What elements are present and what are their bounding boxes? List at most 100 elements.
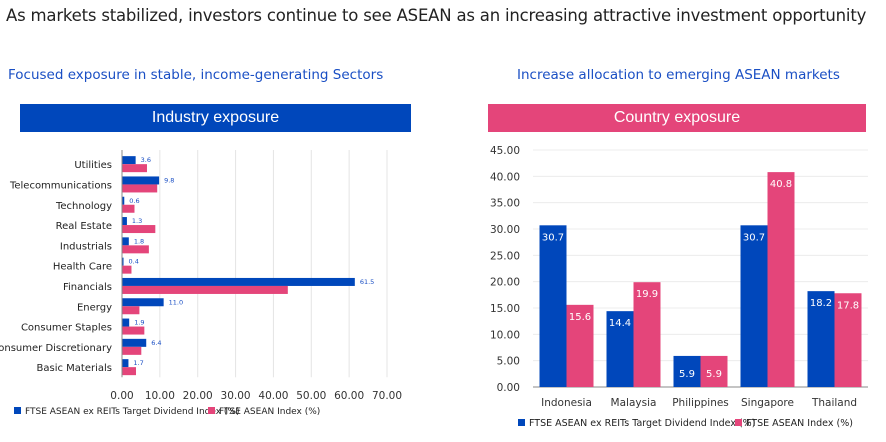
category-label: Energy [77, 302, 112, 313]
bar-dividend [122, 176, 160, 185]
y-tick-label: 20.00 [490, 277, 520, 289]
legend-label: FTSE ASEAN Index (%) [746, 418, 853, 429]
bar-asean [122, 245, 149, 254]
data-label: 3.6 [141, 156, 151, 164]
category-label: Financials [63, 282, 112, 293]
data-label: 30.7 [542, 232, 564, 243]
category-label: Consumer Discretionary [0, 343, 112, 354]
category-label: Health Care [53, 262, 112, 273]
data-label: 11.0 [169, 298, 183, 306]
x-tick-label: 70.00 [372, 390, 402, 402]
bar-asean [122, 285, 288, 294]
bar-dividend [539, 225, 567, 387]
bar-dividend [807, 291, 835, 387]
country-subtitle: Increase allocation to emerging ASEAN ma… [517, 67, 840, 83]
x-tick-label: 60.00 [334, 390, 364, 402]
data-label: 5.9 [706, 369, 722, 380]
industry-banner: Industry exposure [20, 104, 411, 132]
data-label: 5.9 [679, 369, 695, 380]
y-tick-label: 35.00 [490, 198, 520, 210]
data-label: 40.8 [770, 179, 792, 190]
data-label: 15.6 [569, 312, 591, 323]
bar-dividend [122, 237, 129, 246]
bar-dividend [673, 355, 701, 387]
data-label: 61.5 [360, 278, 374, 286]
bar-dividend [122, 196, 125, 205]
bar-asean [122, 346, 142, 355]
data-label: 9.8 [164, 176, 174, 184]
legend-label: FTSE ASEAN Index (%) [219, 407, 320, 417]
main-title: As markets stabilized, investors continu… [6, 6, 867, 25]
category-label: Real Estate [56, 221, 112, 232]
industry-subtitle: Focused exposure in stable, income-gener… [8, 67, 384, 83]
y-tick-label: 25.00 [490, 250, 520, 262]
data-label: 17.8 [837, 300, 859, 311]
x-tick-label: 0.00 [110, 390, 133, 402]
y-tick-label: 0.00 [497, 382, 520, 394]
data-label: 6.4 [151, 339, 161, 347]
data-label: 19.9 [636, 289, 658, 300]
data-label: 30.7 [743, 232, 765, 243]
category-label: Basic Materials [37, 363, 113, 374]
legend-swatch [208, 407, 215, 414]
data-label: 14.4 [609, 318, 631, 329]
y-tick-label: 40.00 [490, 171, 520, 183]
bar-asean [566, 304, 594, 387]
bar-dividend [606, 311, 634, 387]
y-tick-label: 5.00 [497, 356, 520, 368]
data-label: 0.6 [129, 197, 139, 205]
country-exposure-chart: 0.00 5.00 10.00 15.00 20.00 25.00 30.00 35.00 40… [490, 145, 868, 429]
x-tick-label: 30.00 [221, 390, 251, 402]
bar-asean [122, 204, 135, 213]
bar-dividend [740, 225, 768, 387]
data-label: 0.4 [129, 258, 139, 266]
data-label: 18.2 [810, 298, 832, 309]
bar-asean [122, 265, 132, 274]
category-label: Thailand [811, 397, 857, 409]
category-label: Industrials [60, 241, 112, 252]
bar-asean [122, 164, 147, 173]
bar-dividend [122, 217, 127, 226]
legend-swatch [518, 419, 525, 426]
bar-dividend [122, 359, 129, 368]
x-tick-label: 50.00 [296, 390, 326, 402]
category-label: Singapore [741, 397, 794, 409]
bar-dividend [122, 298, 164, 307]
category-label: Indonesia [541, 397, 592, 409]
x-tick-label: 20.00 [183, 390, 213, 402]
country-banner: Country exposure [488, 104, 866, 132]
bar-dividend [122, 277, 355, 286]
bar-dividend [122, 156, 136, 165]
data-label: 1.3 [132, 217, 142, 225]
bar-dividend [122, 318, 130, 327]
bar-asean [767, 172, 795, 387]
x-tick-label: 40.00 [258, 390, 288, 402]
bar-asean [834, 293, 862, 387]
bar-asean [122, 184, 158, 193]
category-label: Philippines [672, 397, 729, 409]
bar-asean [122, 326, 145, 335]
data-label: 1.7 [133, 359, 143, 367]
y-tick-label: 30.00 [490, 224, 520, 236]
category-label: Utilities [74, 160, 112, 171]
legend-label: FTSE ASEAN ex REITs Target Dividend Inde… [25, 407, 240, 417]
data-label: 1.9 [134, 319, 144, 327]
bar-dividend [122, 338, 147, 347]
category-label: Consumer Staples [21, 323, 112, 334]
legend-label: FTSE ASEAN ex REITs Target Dividend Inde… [529, 418, 755, 429]
category-label: Telecommunications [9, 180, 112, 191]
bar-asean [122, 225, 156, 234]
y-tick-label: 15.00 [490, 303, 520, 315]
y-tick-label: 10.00 [490, 329, 520, 341]
legend-swatch [735, 419, 742, 426]
y-tick-label: 45.00 [490, 145, 520, 157]
bar-asean [700, 355, 728, 387]
bar-asean [633, 282, 661, 387]
bar-asean [122, 367, 137, 376]
data-label: 1.8 [134, 237, 144, 245]
bar-asean [122, 306, 140, 315]
legend-swatch [14, 407, 21, 414]
category-label: Technology [55, 201, 112, 212]
industry-exposure-chart: 0.00 10.00 20.00 30.00 40.00 50.00 60.00 70.00 U… [0, 150, 402, 417]
